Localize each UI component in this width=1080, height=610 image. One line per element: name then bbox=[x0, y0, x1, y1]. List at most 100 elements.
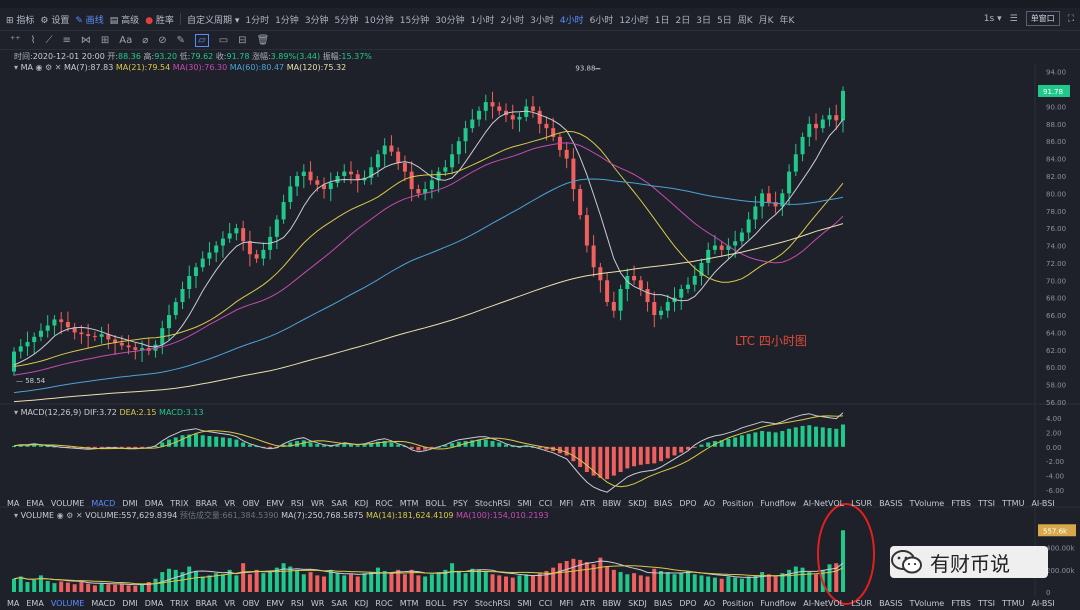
volume-tab-roc[interactable]: ROC bbox=[375, 599, 393, 608]
indicator-tab-smi[interactable]: SMI bbox=[517, 498, 532, 508]
volume-tab-dmi[interactable]: DMI bbox=[122, 599, 138, 608]
indicator-tab-basis[interactable]: BASIS bbox=[879, 498, 903, 508]
indicator-tab-rsi[interactable]: RSI bbox=[290, 498, 304, 508]
settings-button[interactable]: ⚙ 设置 bbox=[40, 15, 70, 26]
interval-2[interactable]: 3分钟 bbox=[304, 15, 329, 26]
draw-tool-11-icon[interactable]: ▭ bbox=[218, 34, 229, 46]
volume-tab-ma[interactable]: MA bbox=[7, 599, 20, 608]
indicator-tab-vr[interactable]: VR bbox=[224, 498, 236, 508]
indicator-tab-atr[interactable]: ATR bbox=[580, 498, 596, 508]
indicator-button[interactable]: ⊞ 指标 bbox=[6, 15, 35, 26]
close-icon[interactable]: ✕ bbox=[54, 63, 62, 72]
volume-tab-ema[interactable]: EMA bbox=[26, 599, 44, 608]
indicator-tab-psy[interactable]: PSY bbox=[453, 498, 468, 508]
volume-tab-dpo[interactable]: DPO bbox=[679, 599, 697, 608]
volume-tab-psy[interactable]: PSY bbox=[453, 599, 468, 608]
win-rate-button[interactable]: ● 胜率 bbox=[145, 13, 174, 26]
indicator-tab-cci[interactable]: CCI bbox=[538, 498, 553, 508]
indicator-tab-dpo[interactable]: DPO bbox=[679, 498, 697, 508]
volume-tab-position[interactable]: Position bbox=[722, 599, 754, 608]
draw-tool-2-icon[interactable]: ⟋ bbox=[45, 34, 53, 46]
interval-6[interactable]: 30分钟 bbox=[435, 15, 465, 26]
indicator-tab-fundflow[interactable]: Fundflow bbox=[760, 498, 797, 508]
indicator-tab-volume[interactable]: VOLUME bbox=[50, 498, 85, 508]
volume-tab-volume[interactable]: VOLUME bbox=[50, 599, 85, 608]
step-dropdown[interactable]: 1s ▾ bbox=[983, 13, 1002, 24]
volume-tab-smi[interactable]: SMI bbox=[517, 599, 532, 608]
volume-tab-bias[interactable]: BIAS bbox=[653, 599, 673, 608]
volume-tab-cci[interactable]: CCI bbox=[538, 599, 553, 608]
interval-11[interactable]: 6小时 bbox=[589, 15, 614, 26]
gear-icon[interactable]: ⚙ bbox=[45, 63, 53, 72]
indicator-tab-ma[interactable]: MA bbox=[7, 498, 20, 508]
volume-tab-mtm[interactable]: MTM bbox=[399, 599, 419, 608]
layout-icon[interactable]: ☰ bbox=[1009, 13, 1018, 24]
indicator-tab-dmi[interactable]: DMI bbox=[122, 498, 138, 508]
draw-tool-7-icon[interactable]: ⌀ bbox=[142, 34, 149, 46]
draw-tool-10-icon[interactable]: ▱ bbox=[195, 33, 209, 47]
draw-tool-13-icon[interactable]: 🗑 bbox=[256, 34, 270, 46]
indicator-tab-tvolume[interactable]: TVolume bbox=[909, 498, 945, 508]
indicator-tab-macd[interactable]: MACD bbox=[91, 498, 116, 508]
volume-tab-kdj[interactable]: KDJ bbox=[354, 599, 369, 608]
interval-8[interactable]: 2小时 bbox=[500, 15, 525, 26]
volume-tab-skdj[interactable]: SKDJ bbox=[628, 599, 647, 608]
indicator-tab-lsur[interactable]: LSUR bbox=[851, 498, 873, 508]
volume-tab-sar[interactable]: SAR bbox=[331, 599, 348, 608]
interval-16[interactable]: 5日 bbox=[716, 15, 732, 26]
indicator-tab-roc[interactable]: ROC bbox=[375, 498, 393, 508]
volume-tab-emv[interactable]: EMV bbox=[266, 599, 284, 608]
volume-tab-tvolume[interactable]: TVolume bbox=[909, 599, 945, 608]
interval-15[interactable]: 3日 bbox=[696, 15, 711, 26]
draw-tool-5-icon[interactable]: ⊞ bbox=[100, 34, 110, 46]
interval-7[interactable]: 1小时 bbox=[470, 15, 495, 26]
indicator-tab-obv[interactable]: OBV bbox=[242, 498, 260, 508]
interval-19[interactable]: 年K bbox=[779, 15, 795, 26]
indicator-tab-bbw[interactable]: BBW bbox=[602, 498, 622, 508]
volume-tab-ao[interactable]: AO bbox=[703, 599, 716, 608]
indicator-tab-kdj[interactable]: KDJ bbox=[354, 498, 369, 508]
indicator-tab-ai-bsi[interactable]: AI-BSI bbox=[1031, 498, 1055, 508]
draw-tool-0-icon[interactable]: ⁺⁺ bbox=[10, 34, 21, 46]
advanced-button[interactable]: ▤ 高级 bbox=[109, 15, 140, 26]
interval-0[interactable]: 1分时 bbox=[245, 15, 270, 26]
volume-tab-ttsi[interactable]: TTSI bbox=[977, 599, 996, 608]
volume-tab-boll[interactable]: BOLL bbox=[425, 599, 447, 608]
volume-tab-dma[interactable]: DMA bbox=[144, 599, 164, 608]
indicator-tab-trix[interactable]: TRIX bbox=[170, 498, 189, 508]
collapse-icon[interactable]: ▾ bbox=[14, 63, 19, 72]
gear-icon[interactable]: ⚙ bbox=[66, 511, 74, 520]
interval-17[interactable]: 周K bbox=[737, 15, 753, 26]
volume-tab-wr[interactable]: WR bbox=[310, 599, 325, 608]
volume-tab-stochrsi[interactable]: StochRSI bbox=[474, 599, 511, 608]
draw-tool-6-icon[interactable]: Aa bbox=[119, 34, 133, 46]
volume-tab-ftbs[interactable]: FTBS bbox=[951, 599, 971, 608]
indicator-tab-boll[interactable]: BOLL bbox=[425, 498, 447, 508]
volume-tab-macd[interactable]: MACD bbox=[91, 599, 116, 608]
indicator-tab-skdj[interactable]: SKDJ bbox=[628, 498, 647, 508]
draw-tool-1-icon[interactable]: ⌇ bbox=[30, 34, 36, 46]
eye-icon[interactable]: ◉ bbox=[56, 511, 64, 520]
interval-9[interactable]: 3小时 bbox=[530, 15, 554, 26]
indicator-tab-stochrsi[interactable]: StochRSI bbox=[474, 498, 511, 508]
draw-line-button[interactable]: ✎ 画线 bbox=[75, 15, 104, 26]
draw-tool-8-icon[interactable]: ⊘ bbox=[158, 34, 167, 46]
indicator-tab-ema[interactable]: EMA bbox=[26, 498, 44, 508]
volume-tab-ai-bsi[interactable]: AI-BSI bbox=[1031, 599, 1055, 608]
indicator-tab-sar[interactable]: SAR bbox=[331, 498, 348, 508]
interval-3[interactable]: 5分钟 bbox=[334, 15, 359, 26]
draw-tool-3-icon[interactable]: ≡ bbox=[62, 34, 71, 46]
custom-period-dropdown[interactable]: 自定义周期 ▾ bbox=[186, 15, 240, 26]
interval-10[interactable]: 4小时 bbox=[559, 15, 584, 26]
collapse-icon[interactable]: ▾ bbox=[14, 511, 19, 520]
collapse-icon[interactable]: ▾ bbox=[14, 408, 19, 417]
volume-tab-rsi[interactable]: RSI bbox=[290, 599, 304, 608]
indicator-tab-emv[interactable]: EMV bbox=[266, 498, 284, 508]
volume-tab-mfi[interactable]: MFI bbox=[559, 599, 574, 608]
draw-tool-4-icon[interactable]: ⋈ bbox=[80, 34, 91, 46]
indicator-tab-bias[interactable]: BIAS bbox=[653, 498, 673, 508]
interval-1[interactable]: 1分钟 bbox=[275, 15, 299, 26]
indicator-tab-ai-netvol[interactable]: AI-NetVOL bbox=[803, 498, 845, 508]
indicator-tab-ttmu[interactable]: TTMU bbox=[1002, 498, 1025, 508]
